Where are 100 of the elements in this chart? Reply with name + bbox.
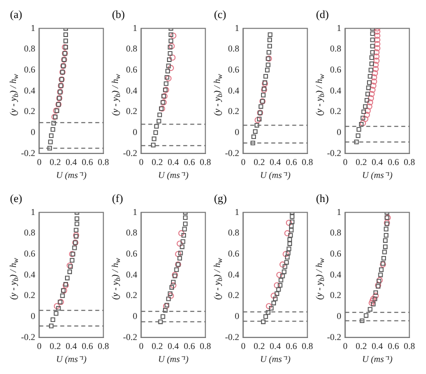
x-tick-label: 0.2 <box>50 157 61 168</box>
chart-title: (h) <box>315 192 330 206</box>
y-tick-label: -0.2 <box>20 332 36 342</box>
y-tick-label: -0.2 <box>20 148 36 158</box>
y-tick-label: 1 <box>132 22 138 33</box>
y-tick-label: 0.2 <box>126 106 138 116</box>
x-axis-title: U (ms⁻¹) <box>158 354 189 364</box>
y-tick-label: 0.2 <box>24 290 36 300</box>
y-tick-label: 0.6 <box>24 248 36 258</box>
y-tick-label: 0.6 <box>126 248 138 258</box>
x-tick-label: 0.2 <box>356 157 367 168</box>
y-tick-label: -0.2 <box>326 148 342 158</box>
x-tick-label: 0.4 <box>168 157 180 168</box>
chart-title: (c) <box>213 8 228 22</box>
y-tick-label: 1 <box>336 206 342 217</box>
x-tick-label: 0.4 <box>168 341 180 352</box>
x-tick-label: 0.8 <box>404 157 416 168</box>
chart-title: (f) <box>111 192 124 206</box>
x-tick-label: 0.4 <box>372 157 384 168</box>
y-tick-label: -0.2 <box>224 332 240 342</box>
y-tick-label: 1 <box>234 22 240 33</box>
y-tick-label: 0.6 <box>126 64 138 74</box>
y-tick-label: 0.6 <box>228 64 240 74</box>
y-tick-label: 0.2 <box>330 106 342 116</box>
y-tick-label: 0.2 <box>126 290 138 300</box>
y-tick-label: 1 <box>30 206 36 217</box>
y-tick-label: 0.2 <box>24 106 36 116</box>
y-tick-label: 0.4 <box>330 85 342 96</box>
y-tick-label: 0 <box>132 126 138 137</box>
x-tick-label: 0.8 <box>404 341 416 352</box>
x-axis-title: U (ms⁻¹) <box>362 170 393 180</box>
y-tick-label: 0.4 <box>24 269 36 280</box>
x-tick-label: 0.2 <box>50 341 61 352</box>
y-tick-label: 1 <box>132 206 138 217</box>
y-tick-label: 0.2 <box>228 290 240 300</box>
x-tick-label: 0.6 <box>286 341 298 352</box>
x-tick-label: 0.6 <box>184 157 196 168</box>
x-tick-label: 0.8 <box>200 341 212 352</box>
y-tick-label: 0 <box>30 126 36 137</box>
y-tick-label: -0.2 <box>326 332 342 342</box>
y-tick-label: 0.8 <box>330 228 342 238</box>
y-tick-label: 0.2 <box>228 106 240 116</box>
y-tick-label: 0.4 <box>126 269 138 280</box>
x-tick-label: 0.8 <box>200 157 212 168</box>
y-tick-label: 0.4 <box>228 85 240 96</box>
y-tick-label: 1 <box>30 22 36 33</box>
x-tick-label: 0.4 <box>270 341 282 352</box>
y-tick-label: 0 <box>336 126 342 137</box>
y-tick-label: 0.2 <box>330 290 342 300</box>
y-tick-label: -0.2 <box>224 148 240 158</box>
x-tick-label: 0.6 <box>184 341 196 352</box>
x-axis-title: U (ms⁻¹) <box>260 170 291 180</box>
y-tick-label: 0.8 <box>126 44 138 54</box>
x-axis-title: U (ms⁻¹) <box>362 354 393 364</box>
y-tick-label: 0.4 <box>228 269 240 280</box>
y-tick-label: 0.8 <box>24 44 36 54</box>
y-tick-label: 0.4 <box>330 269 342 280</box>
chart-title: (g) <box>213 192 228 206</box>
x-tick-label: 0.4 <box>372 341 384 352</box>
x-axis-title: U (ms⁻¹) <box>56 170 87 180</box>
x-tick-label: 0.2 <box>356 341 367 352</box>
y-tick-label: 0 <box>336 310 342 321</box>
x-tick-label: 0.6 <box>388 157 400 168</box>
chart-title: (b) <box>111 8 126 22</box>
y-tick-label: -0.2 <box>122 332 138 342</box>
x-tick-label: 0.6 <box>388 341 400 352</box>
x-tick-label: 0.4 <box>66 341 78 352</box>
x-tick-label: 0.6 <box>82 341 94 352</box>
x-tick-label: 0.8 <box>302 157 314 168</box>
y-tick-label: 0 <box>234 310 240 321</box>
x-tick-label: 0.8 <box>302 341 314 352</box>
y-tick-label: 0.6 <box>228 248 240 258</box>
y-tick-label: 0 <box>234 126 240 137</box>
y-tick-label: -0.2 <box>122 148 138 158</box>
x-tick-label: 0.6 <box>82 157 94 168</box>
y-tick-label: 0.8 <box>228 228 240 238</box>
y-tick-label: 0.4 <box>24 85 36 96</box>
chart-title: (e) <box>9 192 24 206</box>
y-tick-label: 0.6 <box>24 64 36 74</box>
x-tick-label: 0.8 <box>98 341 110 352</box>
x-tick-label: 0.2 <box>254 157 265 168</box>
x-tick-label: 0.6 <box>286 157 298 168</box>
x-axis-title: U (ms⁻¹) <box>56 354 87 364</box>
x-tick-label: 0.2 <box>152 341 163 352</box>
chart-title: (a) <box>9 8 24 22</box>
x-axis-title: U (ms⁻¹) <box>158 170 189 180</box>
y-tick-label: 0.8 <box>24 228 36 238</box>
x-tick-label: 0.4 <box>66 157 78 168</box>
y-tick-label: 0 <box>132 310 138 321</box>
y-tick-label: 0.8 <box>228 44 240 54</box>
x-tick-label: 0.2 <box>254 341 265 352</box>
y-tick-label: 0 <box>30 310 36 321</box>
y-tick-label: 0.6 <box>330 248 342 258</box>
y-tick-label: 0.8 <box>330 44 342 54</box>
y-tick-label: 0.8 <box>126 228 138 238</box>
y-tick-label: 0.4 <box>126 85 138 96</box>
x-tick-label: 0.4 <box>270 157 282 168</box>
x-tick-label: 0.8 <box>98 157 110 168</box>
y-tick-label: 1 <box>234 206 240 217</box>
x-axis-title: U (ms⁻¹) <box>260 354 291 364</box>
